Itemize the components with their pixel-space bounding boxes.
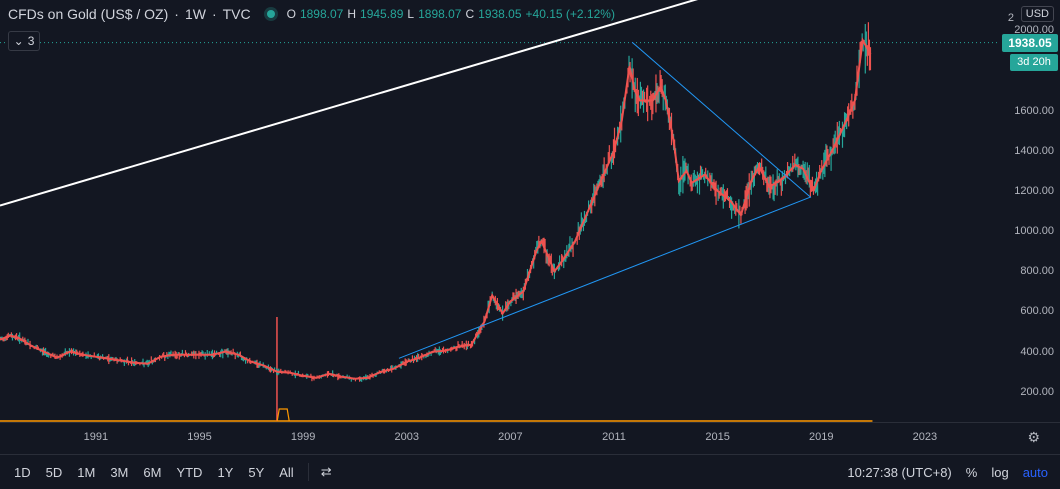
high-label: H — [347, 7, 357, 21]
close-label: C — [465, 7, 475, 21]
price-tick-label: 2 — [1007, 12, 1014, 24]
currency-badge[interactable]: USD — [1020, 6, 1054, 22]
bottom-toolbar: 1D 5D 1M 3M 6M YTD 1Y 5Y All ⇄ 10:27:38 (UTC+8) … — [0, 454, 1060, 489]
range-button-ytd[interactable]: YTD — [176, 464, 203, 480]
ohlc-values: O 1898.07 H 1945.89 L 1898.07 C 1938.05 +40.… — [287, 7, 615, 21]
chart-area[interactable]: CFDs on Gold (US$ / OZ) · 1W · TVC O 1898… — [0, 0, 1000, 422]
range-button-1y[interactable]: 1Y — [217, 464, 234, 480]
time-tick-label: 2023 — [912, 431, 938, 443]
percent-toggle[interactable]: % — [965, 464, 978, 480]
time-tick-label: 2015 — [705, 431, 730, 443]
clock-timezone[interactable]: 10:27:38 (UTC+8) — [847, 464, 952, 480]
symbol-title[interactable]: CFDs on Gold (US$ / OZ) — [8, 6, 169, 22]
low-label: L — [407, 7, 415, 21]
price-chart[interactable] — [0, 0, 1000, 422]
trend-line — [631, 41, 812, 198]
log-toggle[interactable]: log — [991, 464, 1009, 480]
price-tick-label: 2000.00 — [1014, 24, 1054, 37]
price-tick-label: 1600.00 — [1014, 104, 1054, 117]
market-status-icon — [266, 10, 275, 18]
time-scale[interactable]: ⚙ 1991 1995 1999 2003 2007 2011 2015 2019 2023 — [0, 422, 1060, 455]
indicators-count: 3 — [27, 34, 35, 48]
range-button-6m[interactable]: 6M — [143, 464, 162, 480]
range-button-3m[interactable]: 3M — [110, 464, 129, 480]
chevron-down-icon: ⌄ — [13, 34, 24, 48]
close-value: 1938.05 — [478, 7, 522, 21]
trend-line — [398, 196, 812, 359]
change-value: +40.15 (+2.12%) — [525, 7, 615, 21]
price-tick-label: 1400.00 — [1014, 144, 1054, 157]
time-tick-label: 1991 — [83, 431, 109, 443]
last-price-label: 1938.05 — [1002, 33, 1058, 52]
right-tools: 10:27:38 (UTC+8) % log auto — [847, 455, 1048, 489]
range-button-all[interactable]: All — [279, 464, 294, 480]
time-tick-label: 2007 — [498, 431, 523, 443]
high-value: 1945.89 — [360, 7, 404, 21]
time-tick-label: 2019 — [808, 431, 834, 443]
range-button-1m[interactable]: 1M — [77, 464, 96, 480]
range-button-5y[interactable]: 5Y — [248, 464, 265, 480]
series-line — [0, 37, 872, 380]
price-tick-label: 1200.00 — [1014, 184, 1054, 197]
trend-line — [0, 0, 699, 207]
bar-countdown-label: 3d 20h — [1010, 53, 1058, 71]
gear-icon[interactable]: ⚙ — [1027, 429, 1040, 445]
time-tick-label: 2011 — [602, 431, 626, 443]
legend-separator: · — [211, 6, 217, 22]
range-button-5d[interactable]: 5D — [45, 464, 63, 480]
price-scale[interactable]: USD 200.00 400.00 600.00 800.00 1000.00 1200.… — [1000, 0, 1060, 422]
chart-legend-header: CFDs on Gold (US$ / OZ) · 1W · TVC O 1898… — [8, 6, 615, 22]
volume-step — [276, 408, 290, 422]
time-tick-label: 1995 — [187, 431, 212, 443]
exchange-label: TVC — [222, 6, 251, 22]
price-tick-label: 600.00 — [1020, 305, 1054, 318]
legend-separator: · — [174, 6, 179, 22]
interval-label: 1W — [184, 6, 206, 22]
range-button-1d[interactable]: 1D — [14, 464, 31, 480]
date-range-group: 1D 5D 1M 3M 6M YTD 1Y 5Y All — [0, 465, 294, 480]
indicators-toggle-button[interactable]: ⌄ 3 — [8, 31, 40, 51]
auto-toggle[interactable]: auto — [1022, 464, 1048, 480]
time-tick-label: 1999 — [290, 431, 316, 443]
go-to-date-icon[interactable]: ⇄ — [320, 464, 332, 479]
time-tick-label: 2003 — [394, 431, 419, 443]
open-value: 1898.07 — [299, 7, 344, 21]
price-tick-label: 800.00 — [1020, 265, 1054, 278]
price-tick-label: 1000.00 — [1014, 225, 1054, 238]
open-label: O — [286, 7, 296, 21]
price-tick-label: 400.00 — [1020, 345, 1054, 358]
price-tick-label: 200.00 — [1020, 385, 1054, 398]
low-value: 1898.07 — [418, 7, 462, 21]
toolbar-divider — [307, 463, 309, 481]
